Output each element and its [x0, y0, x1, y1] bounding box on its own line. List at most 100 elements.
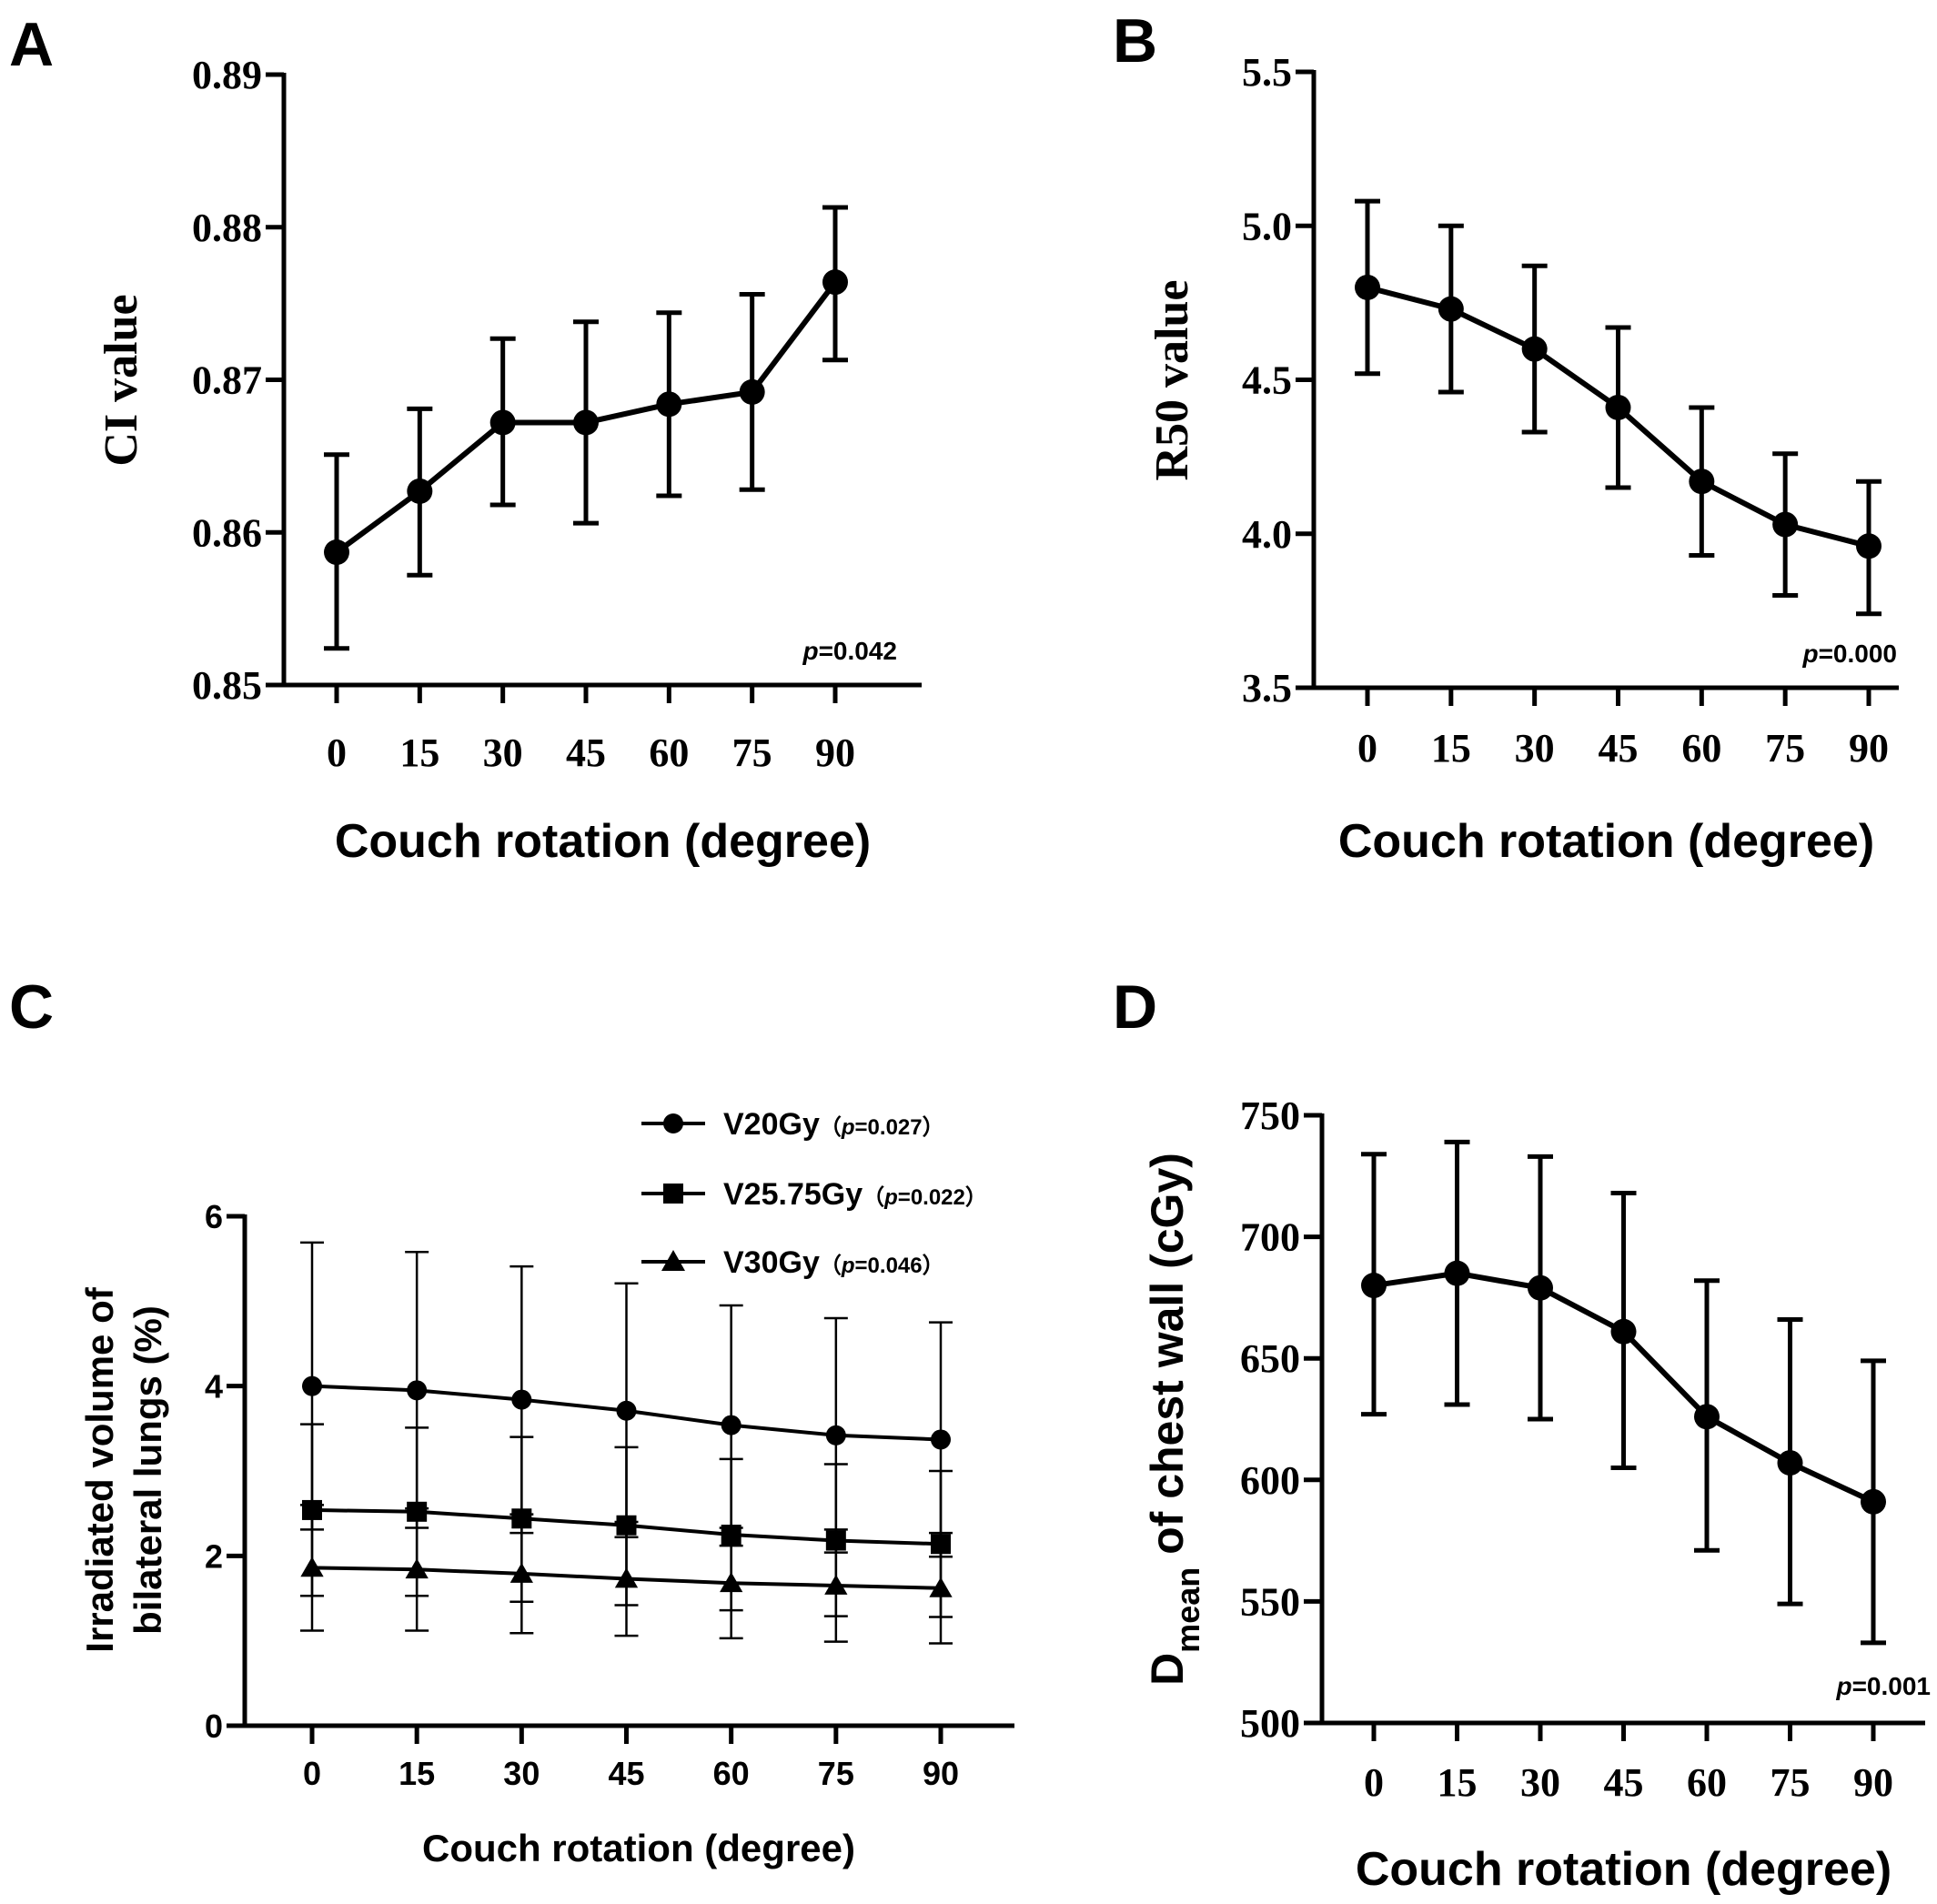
- data-point-v30gy: [405, 1558, 429, 1579]
- data-point-r50: [1856, 533, 1882, 559]
- p-value-prefix: p: [802, 637, 818, 665]
- y-axis-label-a: CI value: [96, 294, 147, 466]
- x-tick-label-a: 45: [566, 730, 606, 775]
- legend-p-value: =0.046）: [855, 1254, 944, 1278]
- data-point-dmean: [1777, 1450, 1803, 1476]
- y-axis-label-line1-c: Irradiated volume of: [78, 1286, 121, 1652]
- y-axis-label-b: R50 value: [1146, 280, 1198, 481]
- x-tick-label-c: 15: [398, 1755, 435, 1792]
- legend-series-name: V20Gy: [723, 1107, 820, 1142]
- p-value-number: =0.001: [1852, 1672, 1931, 1700]
- y-tick-label-d: 650: [1240, 1336, 1300, 1381]
- legend-series-name: V30Gy: [723, 1245, 820, 1280]
- x-tick-label-b: 90: [1849, 726, 1889, 771]
- data-point-dmean: [1528, 1274, 1553, 1301]
- y-tick-label-b: 5.5: [1242, 50, 1292, 95]
- y-tick-label-c: 0: [205, 1708, 223, 1745]
- x-tick-label-b: 15: [1431, 726, 1471, 771]
- x-tick-label-c: 45: [608, 1755, 644, 1792]
- x-tick-label-c: 90: [923, 1755, 959, 1792]
- data-point-v20gy: [511, 1389, 532, 1410]
- legend-series-name: V25.75Gy: [723, 1177, 863, 1212]
- y-tick-label-a: 0.87: [192, 358, 262, 403]
- legend-marker-v25-75gy: [663, 1184, 683, 1204]
- data-point-v30gy: [929, 1577, 953, 1597]
- legend-marker-v30gy: [661, 1250, 685, 1271]
- data-point-v20gy: [825, 1425, 846, 1446]
- p-value-prefix: p: [1835, 1672, 1851, 1700]
- x-tick-label-c: 60: [713, 1755, 750, 1792]
- y-tick-label-d: 600: [1240, 1458, 1300, 1503]
- data-point-r50: [1772, 511, 1799, 538]
- data-point-v20gy: [407, 1380, 428, 1401]
- x-axis-label-c: Couch rotation (degree): [422, 1827, 855, 1869]
- y-tick-label-a: 0.85: [192, 663, 262, 708]
- y-tick-label-c: 4: [205, 1368, 223, 1405]
- data-point-v30gy: [509, 1562, 533, 1583]
- data-point-ci: [489, 409, 516, 436]
- legend-p-value: =0.022）: [898, 1185, 987, 1210]
- y-tick-label-d: 500: [1240, 1701, 1300, 1746]
- legend-label-v30gy: V30Gy（p=0.046）: [723, 1245, 944, 1280]
- data-point-v30gy: [824, 1574, 848, 1595]
- data-point-ci: [656, 391, 682, 418]
- data-point-v20gy: [302, 1375, 322, 1396]
- legend: V20Gy（p=0.027）V25.75Gy（p=0.022）V30Gy（p=0…: [641, 1107, 987, 1280]
- data-point-dmean: [1610, 1318, 1637, 1345]
- x-tick-label-d: 15: [1438, 1760, 1478, 1805]
- panel-letter-c: C: [9, 972, 54, 1042]
- x-axis-label-a: Couch rotation (degree): [335, 815, 871, 868]
- y-tick-label-d: 700: [1240, 1215, 1300, 1260]
- x-tick-label-b: 75: [1765, 726, 1805, 771]
- panel-letter-a: A: [9, 10, 54, 79]
- data-point-v30gy: [300, 1556, 324, 1577]
- x-tick-label-c: 75: [818, 1755, 854, 1792]
- x-tick-label-a: 0: [327, 730, 347, 775]
- panel-letter-b: B: [1113, 6, 1157, 76]
- data-point-ci: [324, 539, 349, 566]
- panel-a: A 0.85 0.86 0.87 0.88 0.89 0 15 30 45 60 75 90 Couch…: [9, 10, 922, 868]
- panel-d: D 500 550 600 650 700 750 0 15 30 45 60 75 90 Couch r…: [1113, 972, 1931, 1896]
- y-axis-label-d: Dmean of chest wall (cGy): [1142, 1153, 1206, 1686]
- x-tick-label-a: 75: [732, 730, 772, 775]
- data-point-ci: [573, 409, 599, 436]
- x-axis-label-b: Couch rotation (degree): [1338, 815, 1874, 868]
- legend-label-v25-75gy: V25.75Gy（p=0.022）: [723, 1177, 987, 1212]
- x-tick-label-b: 0: [1357, 726, 1377, 771]
- y-tick-label-c: 6: [205, 1198, 223, 1235]
- p-value-prefix: p: [1801, 640, 1818, 668]
- legend-p-open: （: [820, 1115, 842, 1140]
- panel-letter-d: D: [1113, 972, 1157, 1042]
- panel-b: B 3.5 4.0 4.5 5.0 5.5 0 15 30 45 60 75 90 Couch rota…: [1113, 6, 1899, 868]
- x-tick-label-d: 45: [1604, 1760, 1644, 1805]
- legend-p-prefix: p: [883, 1185, 898, 1210]
- legend-p-open: （: [863, 1185, 884, 1210]
- p-value-a: p=0.042: [802, 637, 897, 665]
- legend-p-prefix: p: [841, 1115, 855, 1140]
- x-tick-label-a: 60: [649, 730, 689, 775]
- x-tick-label-a: 90: [815, 730, 855, 775]
- x-tick-label-d: 75: [1771, 1760, 1811, 1805]
- legend-p-prefix: p: [841, 1254, 855, 1278]
- y-tick-label-b: 3.5: [1242, 666, 1292, 710]
- x-tick-label-d: 60: [1687, 1760, 1727, 1805]
- data-point-v20gy: [931, 1429, 951, 1450]
- p-value-number: =0.042: [819, 637, 897, 665]
- x-tick-label-b: 30: [1515, 726, 1555, 771]
- x-tick-label-d: 90: [1853, 1760, 1893, 1805]
- y-tick-label-b: 4.5: [1242, 358, 1292, 403]
- data-point-dmean: [1861, 1488, 1886, 1515]
- data-point-v30gy: [614, 1567, 639, 1588]
- data-point-r50: [1521, 336, 1548, 362]
- x-tick-label-d: 0: [1364, 1760, 1384, 1805]
- data-point-v20gy: [616, 1400, 637, 1421]
- x-tick-label-a: 30: [483, 730, 523, 775]
- x-tick-label-b: 60: [1681, 726, 1721, 771]
- y-tick-label-b: 5.0: [1242, 204, 1292, 248]
- y-tick-label-b: 4.0: [1242, 512, 1292, 557]
- x-tick-label-d: 30: [1520, 1760, 1560, 1805]
- p-value-number: =0.000: [1819, 640, 1897, 668]
- y-tick-label-d: 750: [1240, 1093, 1300, 1138]
- data-point-v30gy: [720, 1572, 743, 1593]
